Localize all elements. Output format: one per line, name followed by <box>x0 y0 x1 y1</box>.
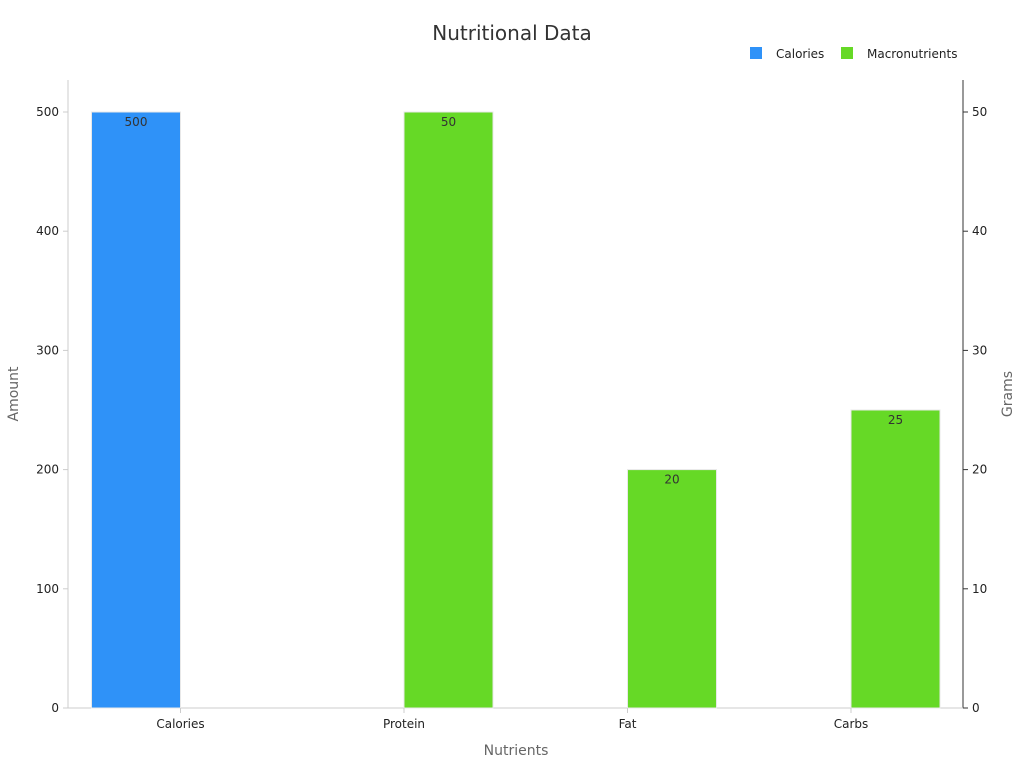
bar-value-label: 500 <box>125 115 148 129</box>
right-tick-label: 40 <box>972 224 987 238</box>
legend-swatch <box>750 47 762 59</box>
left-tick-label: 500 <box>36 105 59 119</box>
x-tick-label: Protein <box>383 717 425 731</box>
bar-macronutrients-protein <box>403 111 494 709</box>
y-axis-title: Amount <box>6 366 22 422</box>
bar-macronutrients-carbs <box>850 409 941 709</box>
x-tick-labels: Calories Protein Fat Carbs <box>156 708 868 731</box>
legend: Calories Macronutrients <box>750 47 957 61</box>
right-tick-label: 20 <box>972 463 987 477</box>
left-tick-label: 300 <box>36 343 59 357</box>
x-tick-label: Carbs <box>834 717 869 731</box>
x-tick-label: Fat <box>619 717 637 731</box>
legend-label: Calories <box>776 47 824 61</box>
bar-value-label: 50 <box>441 115 456 129</box>
axes <box>67 80 964 709</box>
left-tick-label: 0 <box>51 701 59 715</box>
right-tick-label: 50 <box>972 105 987 119</box>
bar-value-label: 25 <box>888 413 903 427</box>
bar-value-label: 20 <box>664 473 679 487</box>
chart-title: Nutritional Data <box>432 21 592 45</box>
x-axis-title: Nutrients <box>484 743 549 759</box>
right-tick-label: 10 <box>972 582 987 596</box>
x-tick-label: Calories <box>156 717 204 731</box>
right-tick-label: 30 <box>972 343 987 357</box>
left-y-ticks: 0 100 200 300 400 500 <box>36 105 68 715</box>
y2-axis-title: Grams <box>1000 371 1016 417</box>
bar-calories-calories <box>91 111 181 709</box>
left-tick-label: 400 <box>36 224 59 238</box>
legend-label: Macronutrients <box>867 47 957 61</box>
right-tick-label: 0 <box>972 701 980 715</box>
legend-swatch <box>841 47 853 59</box>
bar-macronutrients-fat <box>627 469 717 709</box>
bars: 500 50 20 25 <box>91 111 941 709</box>
left-tick-label: 200 <box>36 463 59 477</box>
right-y-ticks: 0 10 20 30 40 50 <box>963 105 987 715</box>
left-tick-label: 100 <box>36 582 59 596</box>
